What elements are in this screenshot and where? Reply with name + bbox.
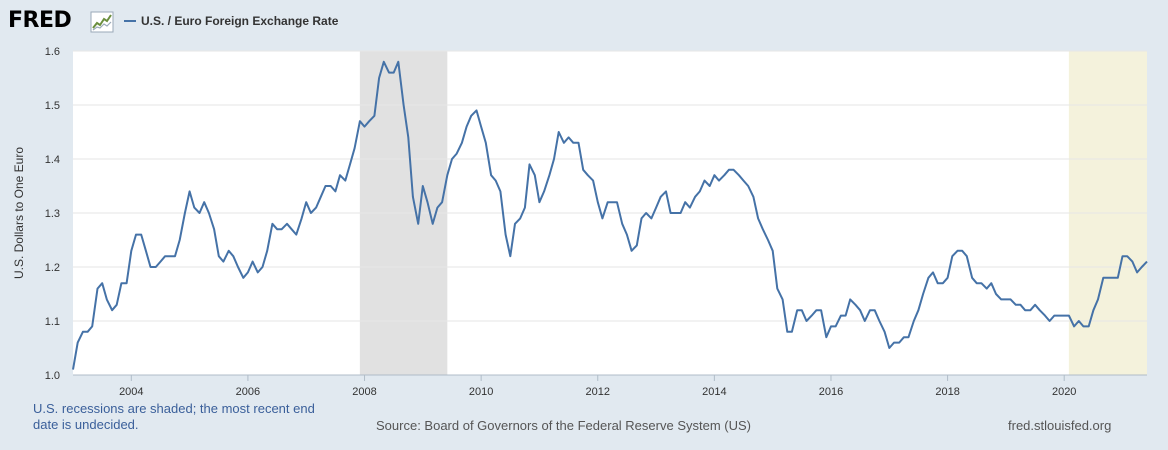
y-tick-label: 1.1 bbox=[45, 316, 60, 328]
series-line[interactable] bbox=[72, 60, 1148, 370]
x-tick-label: 2004 bbox=[119, 386, 143, 398]
x-tick-label: 2008 bbox=[352, 386, 376, 398]
source-text: Source: Board of Governors of the Federa… bbox=[376, 418, 751, 433]
chart-header: FRED U.S. / Euro Foreign Exchange Rate bbox=[0, 0, 1168, 44]
gridlines bbox=[73, 50, 1147, 376]
x-tick-label: 2012 bbox=[586, 386, 610, 398]
legend-label: U.S. / Euro Foreign Exchange Rate bbox=[141, 14, 339, 28]
x-tick-label: 2010 bbox=[469, 386, 493, 398]
y-axis-label: U.S. Dollars to One Euro bbox=[12, 147, 26, 279]
legend-swatch bbox=[124, 20, 136, 22]
y-tick-label: 1.5 bbox=[45, 100, 60, 112]
y-axis-ticks: 1.0 1.1 1.2 1.3 1.4 1.5 1.6 bbox=[45, 46, 60, 382]
y-tick-label: 1.4 bbox=[45, 154, 60, 166]
chart-legend[interactable]: U.S. / Euro Foreign Exchange Rate bbox=[124, 13, 338, 29]
y-tick-label: 1.3 bbox=[45, 208, 60, 220]
recession-note: U.S. recessions are shaded; the most rec… bbox=[33, 401, 315, 432]
y-tick-label: 1.0 bbox=[45, 370, 60, 382]
y-tick-label: 1.2 bbox=[45, 262, 60, 274]
x-tick-label: 2018 bbox=[935, 386, 959, 398]
x-tick-label: 2016 bbox=[819, 386, 843, 398]
trend-graph-icon bbox=[90, 11, 114, 33]
fred-logo[interactable]: FRED bbox=[8, 8, 72, 33]
x-tick-label: 2014 bbox=[702, 386, 726, 398]
x-tick-label: 2020 bbox=[1052, 386, 1076, 398]
y-tick-label: 1.6 bbox=[45, 46, 60, 58]
x-axis-ticks: 2004 2006 2008 2010 2012 2014 2016 2018 2020 bbox=[73, 374, 1147, 398]
x-tick-label: 2006 bbox=[236, 386, 260, 398]
site-link[interactable]: fred.stlouisfed.org bbox=[1008, 418, 1112, 433]
